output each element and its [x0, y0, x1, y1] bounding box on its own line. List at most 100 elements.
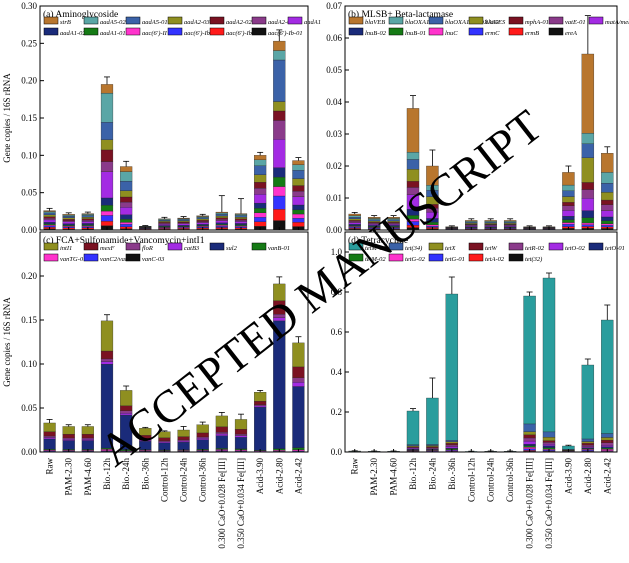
legend-label: tetG-01: [445, 256, 465, 263]
bar-segment: [197, 438, 209, 439]
y-tick-label: 0.02: [326, 161, 342, 171]
bar-segment: [216, 224, 228, 225]
bar-segment: [465, 220, 477, 221]
bar-segment: [601, 172, 613, 183]
legend-swatch: [168, 17, 182, 24]
bar-segment: [101, 198, 113, 205]
bar-segment: [216, 213, 228, 214]
bar-segment: [158, 432, 170, 438]
bar-segment: [446, 445, 458, 447]
bar-segment: [273, 51, 285, 60]
y-tick-label: 0.15: [21, 315, 37, 325]
legend-label: lnuC: [445, 30, 458, 37]
x-tick-label: Bio.-12h: [408, 458, 418, 490]
bar-segment: [158, 221, 170, 222]
bar-segment: [254, 175, 266, 182]
panel-frame: [345, 6, 617, 230]
bar-segment: [254, 217, 266, 221]
bar-segment: [178, 442, 190, 450]
bar-segment: [82, 217, 94, 219]
bar-segment: [446, 446, 458, 448]
bar-segment: [292, 186, 304, 192]
y-tick-label: 0.15: [21, 113, 37, 123]
bar-segment: [349, 224, 361, 225]
bar-segment: [562, 210, 574, 216]
bar-segment: [158, 220, 170, 221]
bar-segment: [601, 447, 613, 448]
y-tick-label: 0.03: [326, 129, 342, 139]
bar-segment: [407, 152, 419, 159]
bar-segment: [216, 214, 228, 216]
x-tick-label: 0.300 CaO+0.028 Fe[III]: [217, 458, 227, 549]
bar-segment: [82, 221, 94, 223]
bar-segment: [349, 214, 361, 216]
bar-segment: [254, 166, 266, 175]
bar-segment: [292, 218, 304, 222]
legend-swatch: [509, 28, 523, 35]
legend-swatch: [389, 17, 403, 24]
bar-segment: [426, 218, 438, 222]
legend-label: blaVEB: [365, 19, 385, 26]
bar-segment: [63, 438, 75, 439]
bar-segment: [197, 224, 209, 225]
legend-swatch: [210, 17, 224, 24]
bar-segment: [426, 204, 438, 208]
bar-segment: [368, 225, 380, 226]
x-tick-label: Bio.-24h: [121, 458, 131, 490]
bar-segment: [524, 438, 536, 441]
bar-segment: [197, 216, 209, 217]
legend-label: tetW: [485, 245, 497, 252]
bar-segment: [273, 139, 285, 167]
bar-segment: [235, 214, 247, 215]
legend-label: tetA-02: [485, 256, 505, 263]
bar-segment: [273, 318, 285, 321]
bar-segment: [120, 390, 132, 405]
y-tick-label: 0.6: [331, 327, 343, 337]
legend-label: aac(6')-II: [142, 30, 168, 37]
bar-segment: [562, 446, 574, 449]
x-tick-label: 0.350 CaO+0.034 Fe[III]: [236, 458, 246, 549]
bar-segment: [524, 435, 536, 438]
bar-segment: [235, 217, 247, 219]
bar-segment: [44, 218, 56, 220]
bar-segment: [368, 223, 380, 224]
bar-segment: [601, 205, 613, 211]
bar-segment: [292, 222, 304, 226]
bar-segment: [582, 442, 594, 444]
bar-segment: [82, 219, 94, 220]
legend-swatch: [210, 243, 224, 250]
bar-segment: [292, 210, 304, 214]
legend-swatch: [84, 254, 98, 261]
legend-swatch: [168, 243, 182, 250]
legend-swatch: [509, 243, 523, 250]
bar-segment: [524, 447, 536, 449]
x-tick-label: Bio.-36h: [447, 458, 457, 490]
bar-segment: [101, 205, 113, 211]
bar-segment: [120, 411, 132, 413]
bar-segment: [235, 419, 247, 429]
legend-swatch: [429, 243, 443, 250]
bar-segment: [139, 428, 151, 435]
bar-segment: [601, 153, 613, 172]
bar-segment: [582, 225, 594, 227]
bar-segment: [426, 197, 438, 205]
bar-segment: [292, 191, 304, 197]
bar-segment: [292, 179, 304, 186]
bar-segment: [273, 196, 285, 209]
bar-segment: [543, 432, 555, 437]
bar-segment: [178, 218, 190, 219]
bar-segment: [120, 172, 132, 182]
bar-segment: [273, 60, 285, 102]
bar-segment: [485, 220, 497, 221]
y-tick-label: 0.04: [326, 97, 342, 107]
bar-segment: [197, 218, 209, 219]
bar-segment: [388, 221, 400, 222]
legend-swatch: [84, 17, 98, 24]
legend-swatch: [126, 17, 140, 24]
legend-swatch: [168, 28, 182, 35]
x-tick-label: Bio.-24h: [427, 458, 437, 490]
bar-segment: [101, 162, 113, 172]
bar-segment: [368, 220, 380, 221]
bar-segment: [349, 223, 361, 225]
